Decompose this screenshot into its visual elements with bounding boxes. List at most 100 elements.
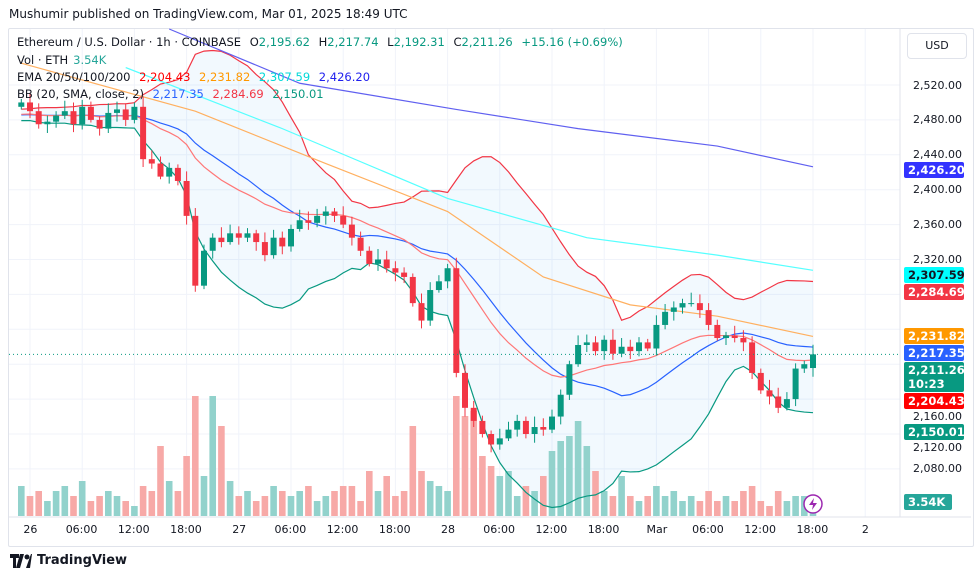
candle <box>244 228 251 243</box>
candle-body <box>366 250 373 264</box>
volume-bar <box>157 446 164 516</box>
candle-body <box>418 303 425 321</box>
candle-body <box>531 427 538 434</box>
time-axis-label: Mar <box>646 523 668 536</box>
candle <box>522 416 529 439</box>
price-tag: 2,284.69 <box>904 284 965 300</box>
candle <box>105 103 112 133</box>
candle <box>201 244 207 290</box>
candle <box>540 418 547 436</box>
candle-body <box>566 364 573 395</box>
volume-bar <box>305 486 312 516</box>
time-axis-label: 18:00 <box>587 523 620 536</box>
candle <box>496 428 503 450</box>
candle-body <box>331 211 338 216</box>
high-value: 2,217.74 <box>327 35 379 49</box>
time-axis-label: 2 <box>861 523 869 536</box>
volume-bar <box>435 486 443 516</box>
time-axis-label: 12:00 <box>535 523 568 536</box>
legend-bb-row[interactable]: BB (20, SMA, close, 2) 2,217.35 2,284.69… <box>17 87 324 101</box>
candle-body <box>105 112 112 129</box>
bollinger-bands <box>21 50 814 508</box>
volume-bar <box>714 501 721 516</box>
candle-body <box>453 268 460 373</box>
candle <box>514 414 521 437</box>
candle-body <box>409 276 416 304</box>
candle <box>644 338 651 352</box>
volume-bar <box>252 501 260 516</box>
volume-bar <box>87 501 95 516</box>
candle-body <box>87 106 94 120</box>
price-tag: 2,426.20 <box>904 162 965 179</box>
candle <box>601 335 608 360</box>
candle <box>166 162 173 184</box>
candle-body <box>18 102 25 107</box>
lightning-icon[interactable] <box>803 494 823 514</box>
bar-countdown: 10:23 <box>908 377 945 392</box>
price-tag-value: 2,284.69 <box>908 285 965 299</box>
candle <box>174 164 181 186</box>
volume-bar <box>35 491 42 516</box>
symbol-name[interactable]: Ethereum / U.S. Dollar · 1h · COINBASE <box>17 35 242 49</box>
volume-bar <box>531 491 538 516</box>
candle <box>592 336 599 356</box>
candle-body <box>618 346 625 354</box>
currency-button[interactable]: USD <box>907 33 967 59</box>
candle-body <box>96 119 103 129</box>
volume-bar <box>261 496 269 516</box>
candle-body <box>592 342 599 352</box>
candle <box>235 226 242 245</box>
volume-bar <box>331 491 338 516</box>
candle-body <box>392 268 399 273</box>
volume-bar <box>731 501 738 516</box>
volume-bar <box>505 471 512 516</box>
volume-bar <box>226 481 234 516</box>
volume-bar <box>148 491 156 516</box>
legend-volume-row[interactable]: Vol · ETH 3.54K <box>17 53 107 67</box>
volume-bar <box>609 496 617 516</box>
candle <box>192 208 199 292</box>
candle <box>470 400 477 428</box>
volume-bar <box>200 476 208 516</box>
volume-bar <box>235 496 243 516</box>
ema20-value: 2,204.43 <box>139 70 191 84</box>
price-axis-label: 2,160.00 <box>913 410 962 424</box>
candle-body <box>174 167 181 181</box>
candle-body <box>757 372 764 391</box>
candle <box>288 224 294 252</box>
candle-body <box>61 111 68 116</box>
volume-bar <box>244 491 251 516</box>
candle-body <box>235 233 242 238</box>
candle <box>636 337 642 357</box>
tradingview-logo[interactable]: TradingView <box>10 553 127 568</box>
candle <box>70 102 77 133</box>
price-tag-value: 2,426.20 <box>908 163 965 178</box>
volume-bar <box>270 486 277 516</box>
candle-body <box>462 372 468 408</box>
volume-bar <box>296 491 303 516</box>
candle-body <box>479 420 486 434</box>
legend-ema-row[interactable]: EMA 20/50/100/200 2,204.43 2,231.82 2,30… <box>17 70 371 84</box>
candle <box>366 246 373 267</box>
volume-bar <box>70 496 77 516</box>
volume-bar <box>131 506 138 516</box>
legend-symbol-row: Ethereum / U.S. Dollar · 1h · COINBASE O… <box>17 35 623 49</box>
candle-body <box>488 434 495 445</box>
candle <box>810 344 816 377</box>
price-axis-label: 2,120.00 <box>913 441 962 455</box>
candle <box>609 329 616 360</box>
tradingview-logo-icon <box>10 553 32 568</box>
candle <box>705 303 712 331</box>
candle <box>783 392 790 411</box>
candle <box>340 206 347 229</box>
low-value: 2,192.31 <box>393 35 445 49</box>
candle-body <box>227 233 234 243</box>
candle-body <box>183 180 190 216</box>
candle <box>575 335 582 367</box>
candle <box>418 293 425 329</box>
candle-body <box>435 281 442 291</box>
price-tag-value: 2,150.01 <box>908 425 965 440</box>
volume-bar <box>122 501 129 516</box>
candle <box>801 360 808 373</box>
